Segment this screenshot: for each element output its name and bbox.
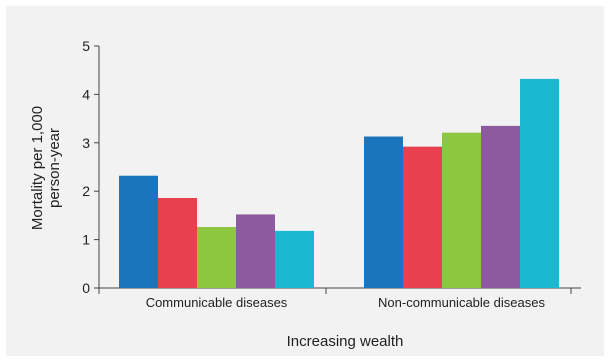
bar-communicable-4 xyxy=(236,214,275,288)
bar-non-communicable-2 xyxy=(403,146,442,288)
y-tick-label: 4 xyxy=(82,86,90,102)
bar-non-communicable-4 xyxy=(481,125,520,288)
bar-communicable-1 xyxy=(119,175,158,288)
y-tick-label: 0 xyxy=(82,280,90,296)
y-tick-label: 3 xyxy=(82,135,90,151)
x-category-label: Communicable diseases xyxy=(146,295,288,310)
bar-communicable-3 xyxy=(197,227,236,288)
y-tick-label: 5 xyxy=(82,38,90,54)
bar-non-communicable-3 xyxy=(442,132,481,288)
bar-non-communicable-5 xyxy=(520,78,559,288)
y-tick-label: 1 xyxy=(82,232,90,248)
y-axis-title-line-1: Mortality per 1,000 xyxy=(29,106,46,230)
x-category-label: Non-communicable diseases xyxy=(378,295,545,310)
bar-communicable-2 xyxy=(158,197,197,288)
bars xyxy=(119,78,559,288)
y-axis-title-line-2: person-year xyxy=(46,128,63,208)
y-axis: 0 1 2 3 4 5 xyxy=(82,38,100,296)
bar-non-communicable-1 xyxy=(364,136,403,288)
x-axis: Communicable diseases Non-communicable di… xyxy=(98,287,581,310)
y-tick-label: 2 xyxy=(82,183,90,199)
y-axis-title: Mortality per 1,000 person-year xyxy=(29,106,63,230)
bar-communicable-5 xyxy=(275,230,314,288)
x-axis-title: Increasing wealth xyxy=(287,333,404,350)
